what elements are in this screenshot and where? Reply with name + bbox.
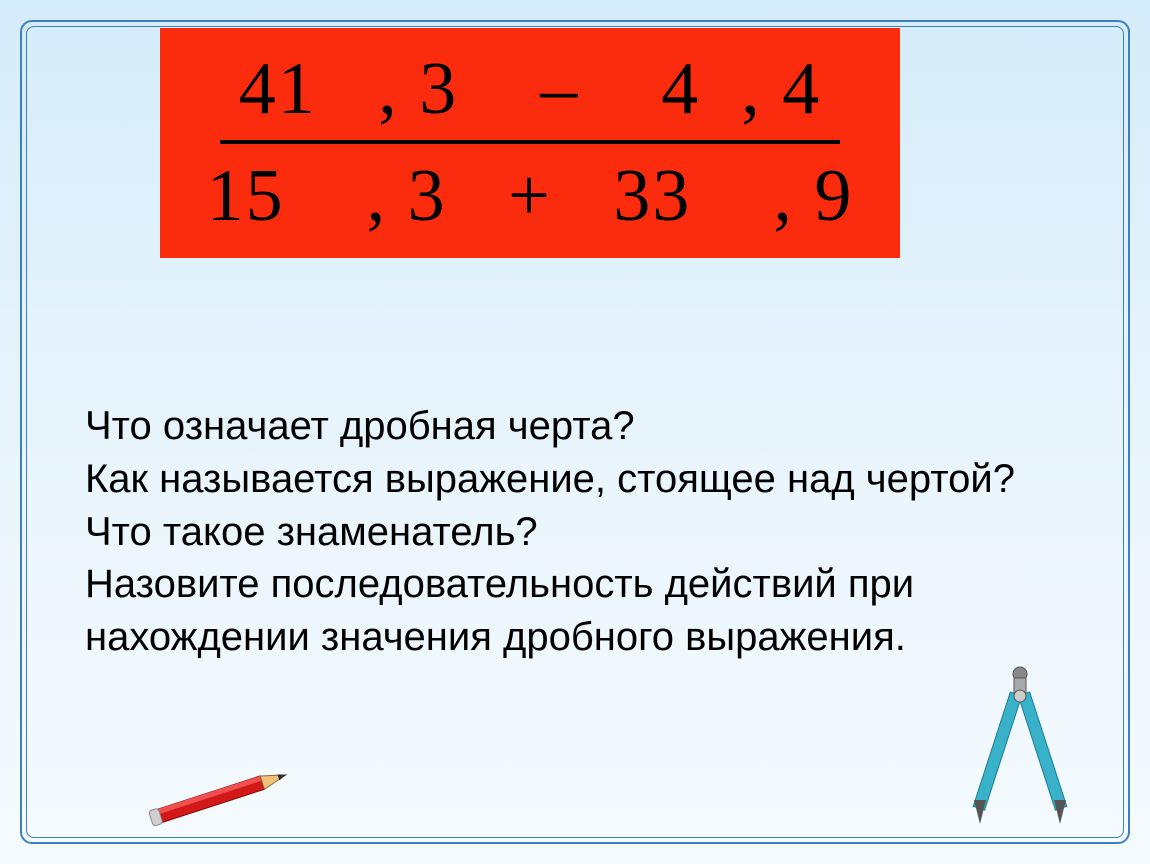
fraction-denominator: 15 , 3 + 33 , 9 bbox=[207, 150, 854, 239]
questions-block: Что означает дробная черта? Как называет… bbox=[85, 400, 1065, 664]
question-1: Что означает дробная черта? bbox=[85, 400, 1065, 453]
question-2: Как называется выражение, стоящее над че… bbox=[85, 453, 1065, 506]
fraction-expression-box: 41 , 3 – 4 , 4 15 , 3 + 33 , 9 bbox=[160, 28, 900, 258]
question-4: Назовите последовательность действий при… bbox=[85, 558, 1065, 664]
pencil-icon bbox=[130, 769, 300, 829]
fraction-numerator: 41 , 3 – 4 , 4 bbox=[199, 47, 862, 140]
fraction-line bbox=[220, 140, 840, 144]
compass-icon bbox=[950, 656, 1090, 836]
question-3: Что такое знаменатель? bbox=[85, 506, 1065, 559]
